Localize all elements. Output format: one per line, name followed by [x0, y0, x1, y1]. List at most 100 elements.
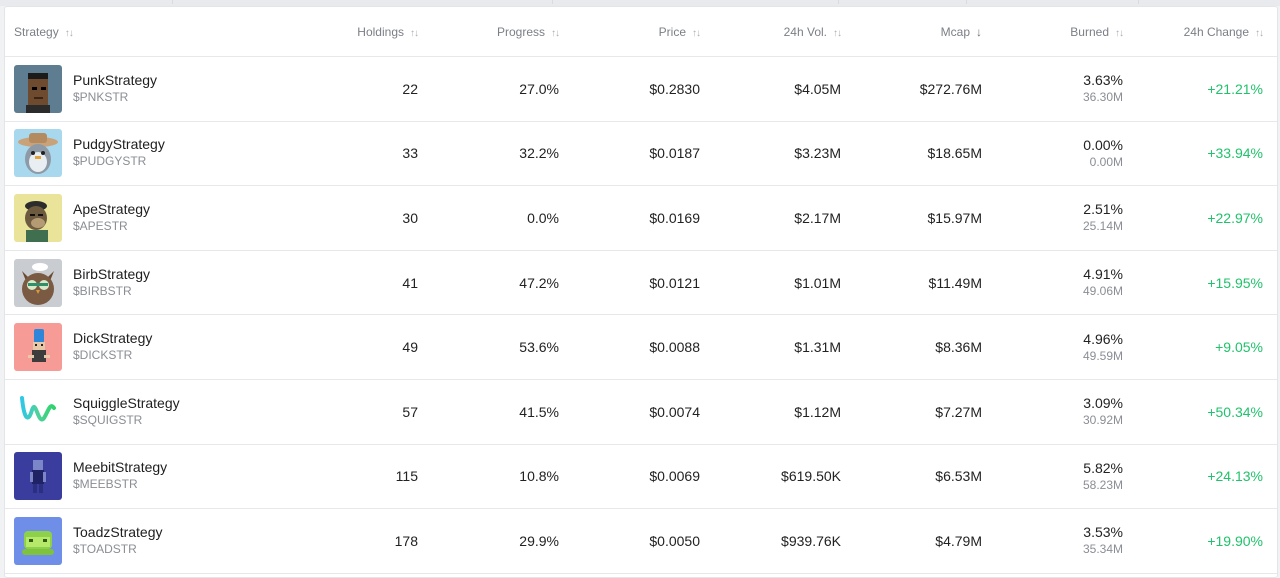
strategy-cell: DickStrategy $DICKSTR: [5, 314, 305, 380]
burned-cell: 5.82% 58.23M: [996, 444, 1137, 510]
burned-amount: 25.14M: [1082, 219, 1123, 234]
column-header-mcap[interactable]: Mcap ↓: [855, 7, 996, 57]
column-label: Mcap: [940, 24, 970, 39]
holdings-cell: 30: [305, 185, 432, 251]
strategy-ticker: $DICKSTR: [73, 348, 133, 363]
burned-percent: 3.53%: [1083, 524, 1123, 541]
burned-percent: 4.91%: [1083, 266, 1123, 283]
strategy-name[interactable]: DickStrategy: [73, 330, 153, 347]
pudgy-penguin-avatar-icon: [14, 129, 62, 178]
price-cell: $0.0169: [573, 185, 714, 251]
column-label: Price: [658, 24, 686, 39]
holdings-cell: 22: [305, 56, 432, 122]
strategy-name[interactable]: PudgyStrategy: [73, 136, 165, 153]
change-cell: +50.34%: [1137, 379, 1277, 445]
strategy-cell: PunkStrategy $PNKSTR: [5, 56, 305, 122]
tab-strip-segment: [0, 0, 173, 4]
column-header-price[interactable]: Price ↑↓: [573, 7, 714, 57]
mcap-cell: $15.97M: [855, 185, 996, 251]
table-row[interactable]: SquiggleStrategy $SQUIGSTR 57 41.5% $0.0…: [5, 379, 1277, 445]
progress-cell: 10.8%: [432, 444, 573, 510]
burned-cell: 3.09% 30.92M: [996, 379, 1137, 445]
squiggle-avatar-icon: [14, 387, 62, 436]
toad-avatar-icon: [14, 516, 62, 565]
strategy-name[interactable]: SquiggleStrategy: [73, 394, 180, 411]
change-cell: +21.21%: [1137, 56, 1277, 122]
holdings-cell: 178: [305, 508, 432, 574]
table-row[interactable]: BirbStrategy $BIRBSTR 41 47.2% $0.0121 $…: [5, 250, 1277, 316]
tab-strip-segment: [172, 0, 553, 4]
mcap-cell: $11.49M: [855, 250, 996, 316]
volume-cell: $1.01M: [714, 250, 855, 316]
tab-strip-segment: [966, 0, 1139, 4]
price-cell: $0.0069: [573, 444, 714, 510]
table-row[interactable]: DickStrategy $DICKSTR 49 53.6% $0.0088 $…: [5, 314, 1277, 380]
change-cell: +15.95%: [1137, 250, 1277, 316]
holdings-cell: 41: [305, 250, 432, 316]
change-cell: +33.94%: [1137, 121, 1277, 187]
column-header-24h-change[interactable]: 24h Change ↑↓: [1137, 7, 1277, 57]
burned-percent: 0.00%: [1083, 136, 1123, 153]
burned-cell: 4.96% 49.59M: [996, 314, 1137, 380]
strategy-name[interactable]: ToadzStrategy: [73, 523, 163, 540]
volume-cell: $3.23M: [714, 121, 855, 187]
strategy-name[interactable]: BirbStrategy: [73, 265, 151, 282]
column-label: Progress: [496, 24, 545, 39]
strategy-name[interactable]: PunkStrategy: [73, 71, 158, 88]
burned-amount: 58.23M: [1082, 477, 1123, 492]
up-down-arrows-icon: ↑↓: [833, 27, 842, 39]
column-label: Strategy: [14, 24, 59, 39]
column-header-volume[interactable]: 24h Vol. ↑↓: [714, 7, 855, 57]
strategy-ticker: $BIRBSTR: [73, 283, 132, 298]
volume-cell: $939.76K: [714, 508, 855, 574]
mcap-cell: $6.53M: [855, 444, 996, 510]
progress-cell: 41.5%: [432, 379, 573, 445]
strategy-ticker: $TOADSTR: [73, 541, 137, 556]
burned-percent: 2.51%: [1083, 201, 1123, 218]
table-row[interactable]: PudgyStrategy $PUDGYSTR 33 32.2% $0.0187…: [5, 121, 1277, 187]
burned-cell: 0.00% 0.00M: [996, 121, 1137, 187]
up-down-arrows-icon: ↑↓: [64, 27, 74, 39]
column-label: 24h Change: [1183, 24, 1249, 39]
column-header-holdings[interactable]: Holdings ↑↓: [305, 7, 432, 57]
holdings-cell: 49: [305, 314, 432, 380]
up-down-arrows-icon: ↑↓: [1115, 27, 1124, 39]
burned-percent: 5.82%: [1083, 459, 1123, 476]
strategy-ticker: $APESTR: [73, 218, 128, 233]
price-cell: $0.0088: [573, 314, 714, 380]
column-label: Burned: [1070, 24, 1109, 39]
mcap-cell: $18.65M: [855, 121, 996, 187]
progress-cell: 53.6%: [432, 314, 573, 380]
price-cell: $0.0121: [573, 250, 714, 316]
column-header-burned[interactable]: Burned ↑↓: [996, 7, 1137, 57]
table-row[interactable]: ApeStrategy $APESTR 30 0.0% $0.0169 $2.1…: [5, 185, 1277, 251]
table-row[interactable]: PunkStrategy $PNKSTR 22 27.0% $0.2830 $4…: [5, 56, 1277, 122]
column-label: Holdings: [357, 24, 404, 39]
table-row[interactable]: ToadzStrategy $TOADSTR 178 29.9% $0.0050…: [5, 508, 1277, 574]
meebit-avatar-icon: [14, 452, 62, 501]
strategy-name[interactable]: MeebitStrategy: [73, 459, 168, 476]
strategy-ticker: $MEEBSTR: [73, 477, 138, 492]
owl-avatar-icon: [14, 258, 62, 307]
top-tab-strip: [0, 0, 1280, 6]
up-down-arrows-icon: ↑↓: [1255, 27, 1264, 39]
cryptopunk-avatar-icon: [14, 64, 62, 113]
burned-percent: 3.63%: [1083, 72, 1123, 89]
tab-strip-segment: [838, 0, 967, 4]
strategy-ticker: $PUDGYSTR: [73, 154, 147, 169]
table-row[interactable]: MeebitStrategy $MEEBSTR 115 10.8% $0.006…: [5, 444, 1277, 510]
volume-cell: $619.50K: [714, 444, 855, 510]
change-cell: +9.05%: [1137, 314, 1277, 380]
column-header-progress[interactable]: Progress ↑↓: [432, 7, 573, 57]
burned-amount: 35.34M: [1082, 542, 1123, 557]
mcap-cell: $272.76M: [855, 56, 996, 122]
column-header-strategy[interactable]: Strategy ↑↓: [5, 7, 305, 57]
volume-cell: $1.12M: [714, 379, 855, 445]
strategy-name[interactable]: ApeStrategy: [73, 200, 151, 217]
column-label: 24h Vol.: [783, 24, 827, 39]
change-cell: +19.90%: [1137, 508, 1277, 574]
strategy-cell: SquiggleStrategy $SQUIGSTR: [5, 379, 305, 445]
strategy-cell: PudgyStrategy $PUDGYSTR: [5, 121, 305, 187]
change-cell: +24.13%: [1137, 444, 1277, 510]
holdings-cell: 57: [305, 379, 432, 445]
